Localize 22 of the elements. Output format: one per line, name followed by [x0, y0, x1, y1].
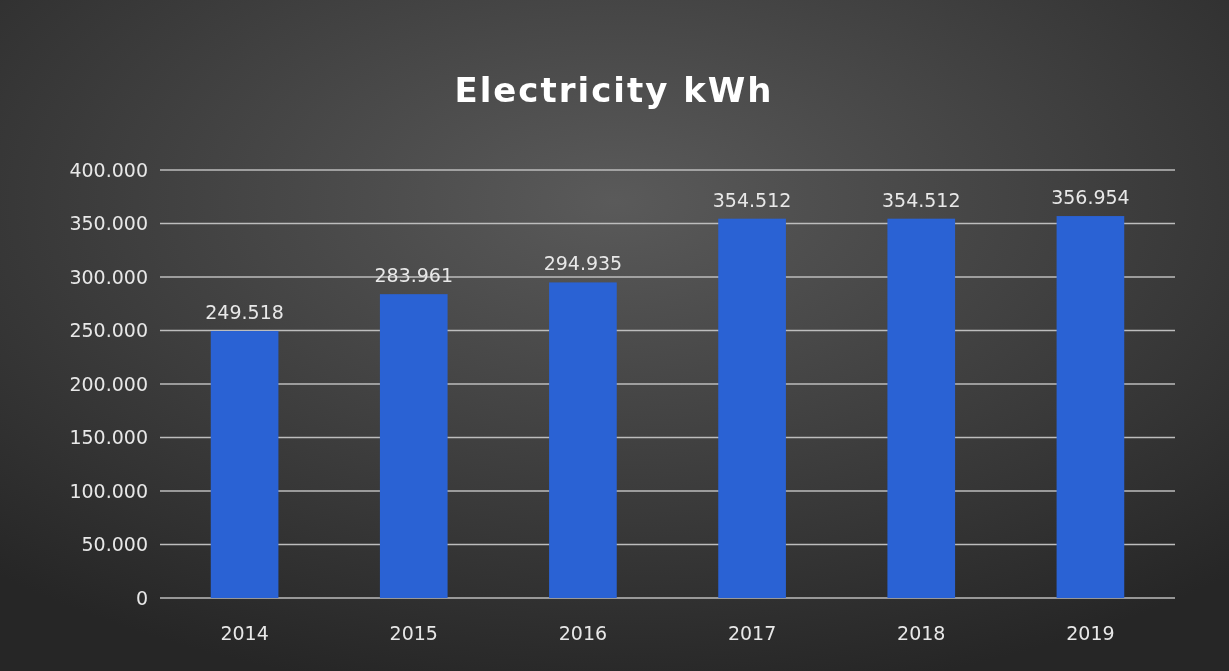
chart-title: Electricity kWh: [454, 70, 774, 110]
y-tick-label: 150.000: [69, 426, 148, 449]
y-tick-label: 50.000: [81, 533, 148, 556]
y-tick-label: 100.000: [69, 479, 148, 502]
x-tick-label: 2018: [897, 622, 946, 644]
data-label: 356.954: [1051, 186, 1130, 209]
data-label: 294.935: [543, 252, 623, 275]
x-tick-label: 2014: [220, 622, 269, 644]
x-tick-label: 2015: [389, 622, 438, 644]
y-tick-label: 200.000: [69, 372, 148, 395]
y-tick-label: 0: [135, 586, 148, 609]
data-label: 283.961: [374, 264, 454, 287]
x-tick-label: 2016: [558, 622, 608, 644]
data-label: 354.512: [712, 188, 792, 211]
x-tick-label: 2019: [1066, 622, 1115, 644]
data-label: 249.518: [205, 301, 284, 324]
y-tick-label: 250.000: [69, 319, 148, 342]
y-tick-label: 350.000: [69, 212, 148, 235]
y-tick-label: 400.000: [69, 158, 148, 181]
x-tick-label: 2017: [727, 622, 777, 644]
y-tick-label: 300.000: [69, 265, 148, 288]
data-label: 354.512: [881, 188, 961, 211]
